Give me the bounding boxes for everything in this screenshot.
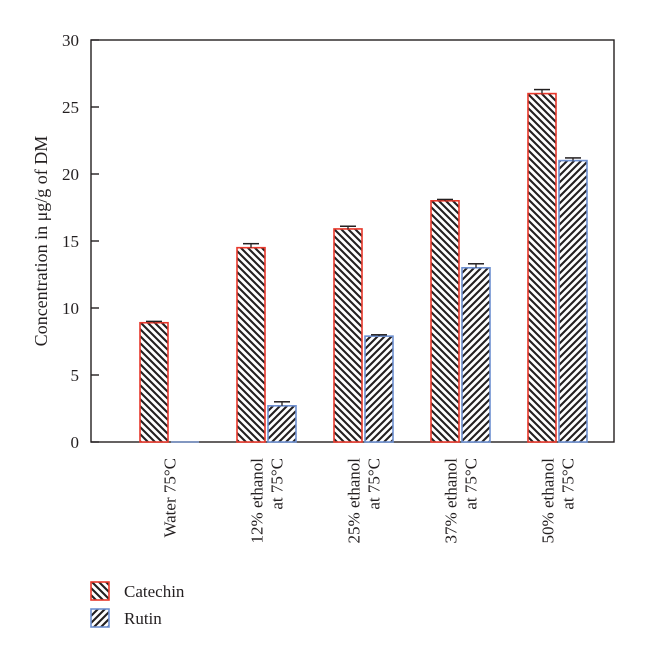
x-tick-label: at 75°C xyxy=(462,458,481,510)
bar-catechin xyxy=(527,92,557,443)
y-tick-label: 10 xyxy=(62,299,79,318)
bar-rutin xyxy=(558,159,588,443)
legend-swatch-catechin xyxy=(90,581,110,601)
y-tick-label: 30 xyxy=(62,31,79,50)
y-axis-label: Concentration in μg/g of DM xyxy=(31,136,51,347)
bar-catechin xyxy=(139,321,169,443)
bar-catechin xyxy=(236,246,266,443)
x-tick-label: 37% ethanol xyxy=(442,458,461,544)
y-tick-label: 5 xyxy=(71,366,80,385)
bar-catechin xyxy=(430,200,460,443)
x-tick-label: at 75°C xyxy=(268,458,287,510)
bar-rutin xyxy=(461,266,491,443)
bar-rutin xyxy=(364,335,394,443)
y-tick-label: 15 xyxy=(62,232,79,251)
y-tick-label: 25 xyxy=(62,98,79,117)
legend: Catechin Rutin xyxy=(90,581,185,628)
bar-catechin xyxy=(333,228,363,443)
legend-swatch-rutin xyxy=(90,608,110,628)
y-tick-label: 0 xyxy=(71,433,80,452)
bar-rutin xyxy=(267,405,297,443)
x-axis-category-labels: Water 75°C 12% ethanol at 75°C 25% ethanol a… xyxy=(161,458,578,544)
x-tick-label: 12% ethanol xyxy=(248,458,267,544)
x-tick-label: at 75°C xyxy=(365,458,384,510)
x-tick-label: 25% ethanol xyxy=(345,458,364,544)
x-tick-label: at 75°C xyxy=(559,458,578,510)
y-tick-label: 20 xyxy=(62,165,79,184)
bars xyxy=(139,88,588,443)
legend-label-catechin: Catechin xyxy=(124,582,185,601)
legend-label-rutin: Rutin xyxy=(124,609,162,628)
x-tick-label: 50% ethanol xyxy=(539,458,558,544)
x-tick-label: Water 75°C xyxy=(161,458,180,538)
y-axis-ticks: 0 5 10 15 20 25 30 xyxy=(62,31,99,452)
